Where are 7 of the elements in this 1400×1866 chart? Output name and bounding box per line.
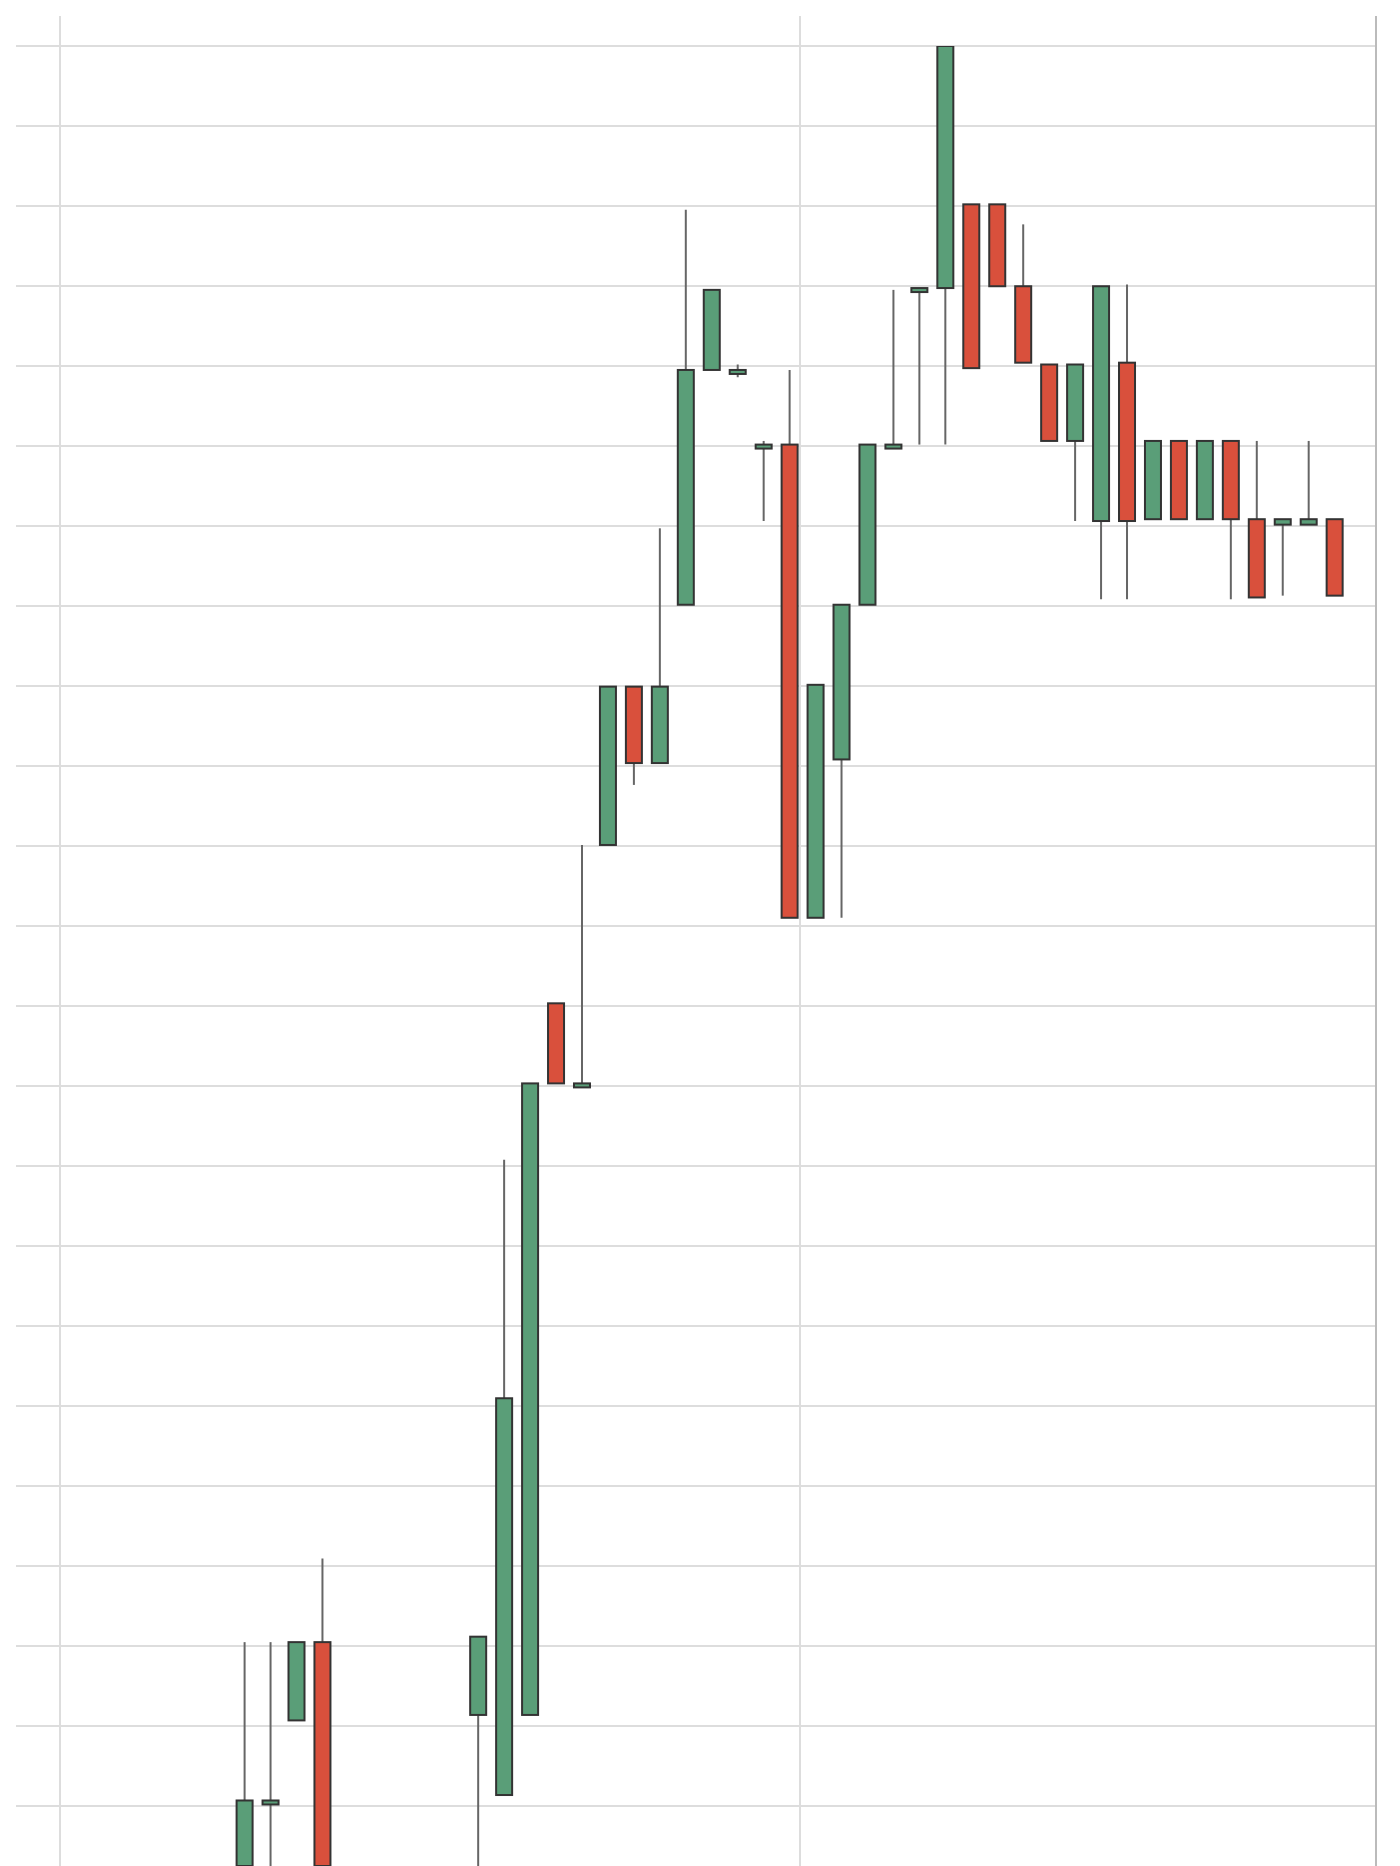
candlestick: [1273, 518, 1292, 597]
candlestick: [884, 288, 903, 450]
candlestick: [754, 439, 773, 523]
candlestick: [1299, 439, 1318, 526]
candlestick: [261, 1641, 280, 1866]
candlestick: [910, 287, 929, 446]
candlestick: [572, 843, 591, 1089]
